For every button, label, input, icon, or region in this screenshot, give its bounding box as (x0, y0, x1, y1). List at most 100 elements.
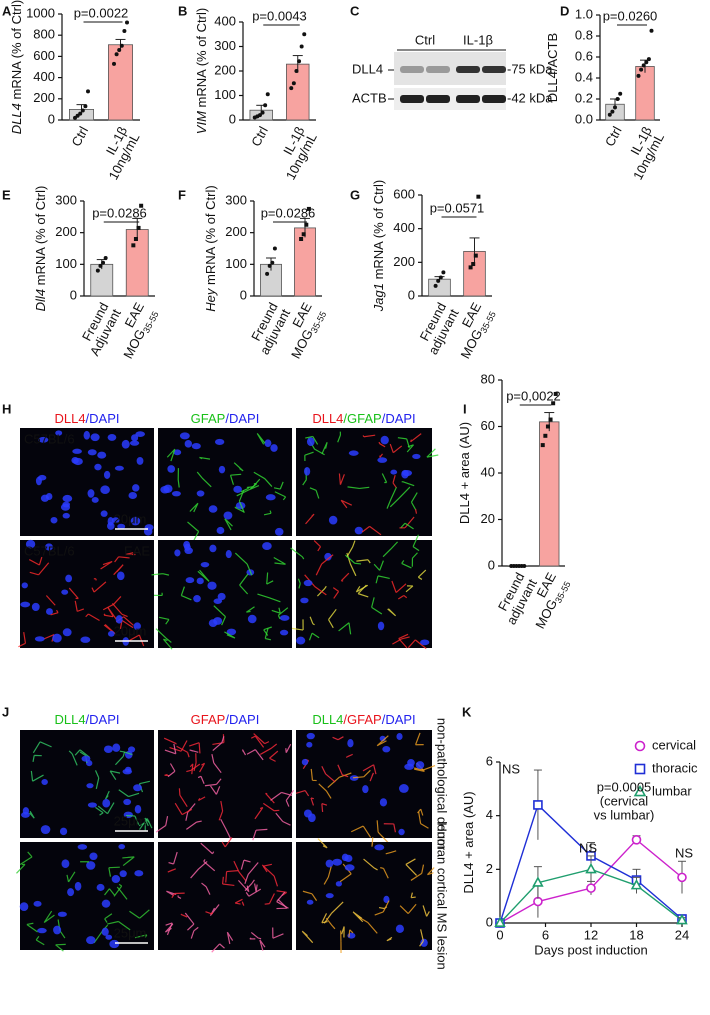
category-label: Ctrl (602, 124, 625, 149)
process (155, 628, 172, 643)
process (104, 790, 110, 800)
process (253, 471, 273, 487)
p-value: p=0.0022 (74, 5, 129, 20)
nucleus (121, 439, 130, 449)
y-tick-label: 4 (486, 807, 493, 822)
marker (119, 43, 124, 48)
y-tick-label: 400 (33, 69, 55, 84)
process (26, 922, 38, 933)
y-tick-label: 40 (481, 464, 495, 479)
process (138, 822, 146, 831)
y-tick-label: 0.8 (575, 27, 593, 42)
nucleus (415, 761, 425, 769)
marker (306, 206, 311, 211)
nucleus (65, 574, 73, 583)
y-tick-label: 200 (55, 224, 77, 239)
process (363, 858, 378, 871)
nucleus (214, 438, 225, 446)
process (180, 913, 188, 918)
y-tick-label: 0 (488, 557, 495, 572)
nucleus (117, 523, 126, 530)
x-axis-label: Days post induction (534, 942, 647, 957)
x-tick-label: 0 (496, 927, 503, 942)
nucleus (38, 436, 49, 443)
nucleus (45, 608, 53, 615)
marker (86, 89, 90, 94)
process (371, 597, 383, 615)
process (29, 562, 50, 576)
process (224, 631, 236, 639)
nucleus (390, 469, 398, 475)
process (332, 587, 340, 599)
y-tick-label: 200 (214, 62, 236, 77)
marker (644, 60, 649, 65)
process (412, 534, 420, 552)
marker (636, 73, 641, 78)
process (221, 837, 233, 848)
process (346, 540, 356, 558)
process (245, 888, 262, 897)
process (401, 481, 415, 487)
nucleus (100, 510, 108, 517)
process (301, 930, 314, 944)
process (211, 754, 222, 774)
process (265, 792, 275, 804)
process (321, 913, 328, 924)
process (262, 802, 280, 812)
marker (543, 433, 548, 438)
process (210, 785, 221, 795)
nucleus (103, 745, 113, 754)
nucleus (59, 827, 68, 836)
process (352, 911, 364, 923)
process (197, 775, 205, 785)
process (126, 814, 140, 825)
process (197, 569, 210, 582)
process (256, 433, 266, 445)
nucleus (67, 888, 75, 897)
marker (471, 262, 476, 267)
process (229, 473, 242, 485)
nucleus (21, 811, 30, 818)
process (180, 586, 192, 601)
nucleus (207, 581, 217, 590)
process (410, 892, 416, 899)
panel-letter: I (463, 401, 467, 416)
nucleus (62, 512, 70, 519)
process (376, 820, 389, 844)
process (345, 554, 362, 565)
y-tick-label: 0 (48, 111, 55, 126)
micrograph (18, 539, 154, 648)
marker (633, 784, 647, 797)
y-tick-label: 0 (70, 287, 77, 302)
blot-row-label: ACTB (352, 90, 387, 105)
marker (263, 103, 268, 108)
marker (630, 878, 643, 890)
marker (301, 232, 306, 237)
nucleus (114, 465, 124, 471)
nucleus (86, 861, 96, 870)
channel-label: DLL4/GFAP/DAPI (312, 411, 415, 426)
process (375, 575, 390, 584)
process (66, 871, 76, 883)
p-value: p=0,0022 (506, 388, 561, 403)
annotation: p=0.0005 (597, 779, 652, 794)
process (151, 573, 170, 576)
process (203, 859, 216, 872)
micrograph (155, 730, 295, 841)
marker (289, 86, 294, 91)
nucleus (91, 496, 99, 503)
y-tick-label: 2 (486, 861, 493, 876)
process (271, 607, 281, 614)
nucleus (247, 614, 257, 624)
nucleus (50, 516, 58, 524)
process (186, 820, 202, 830)
process (275, 812, 291, 826)
channel-label: GFAP/DAPI (191, 411, 260, 426)
nucleus (111, 517, 120, 524)
y-axis-label-part: Jag1 (371, 283, 386, 312)
y-tick-label: 300 (55, 192, 77, 207)
marker (586, 883, 596, 893)
process (374, 900, 390, 916)
y-tick-label: 100 (55, 256, 77, 271)
marker (95, 268, 100, 273)
